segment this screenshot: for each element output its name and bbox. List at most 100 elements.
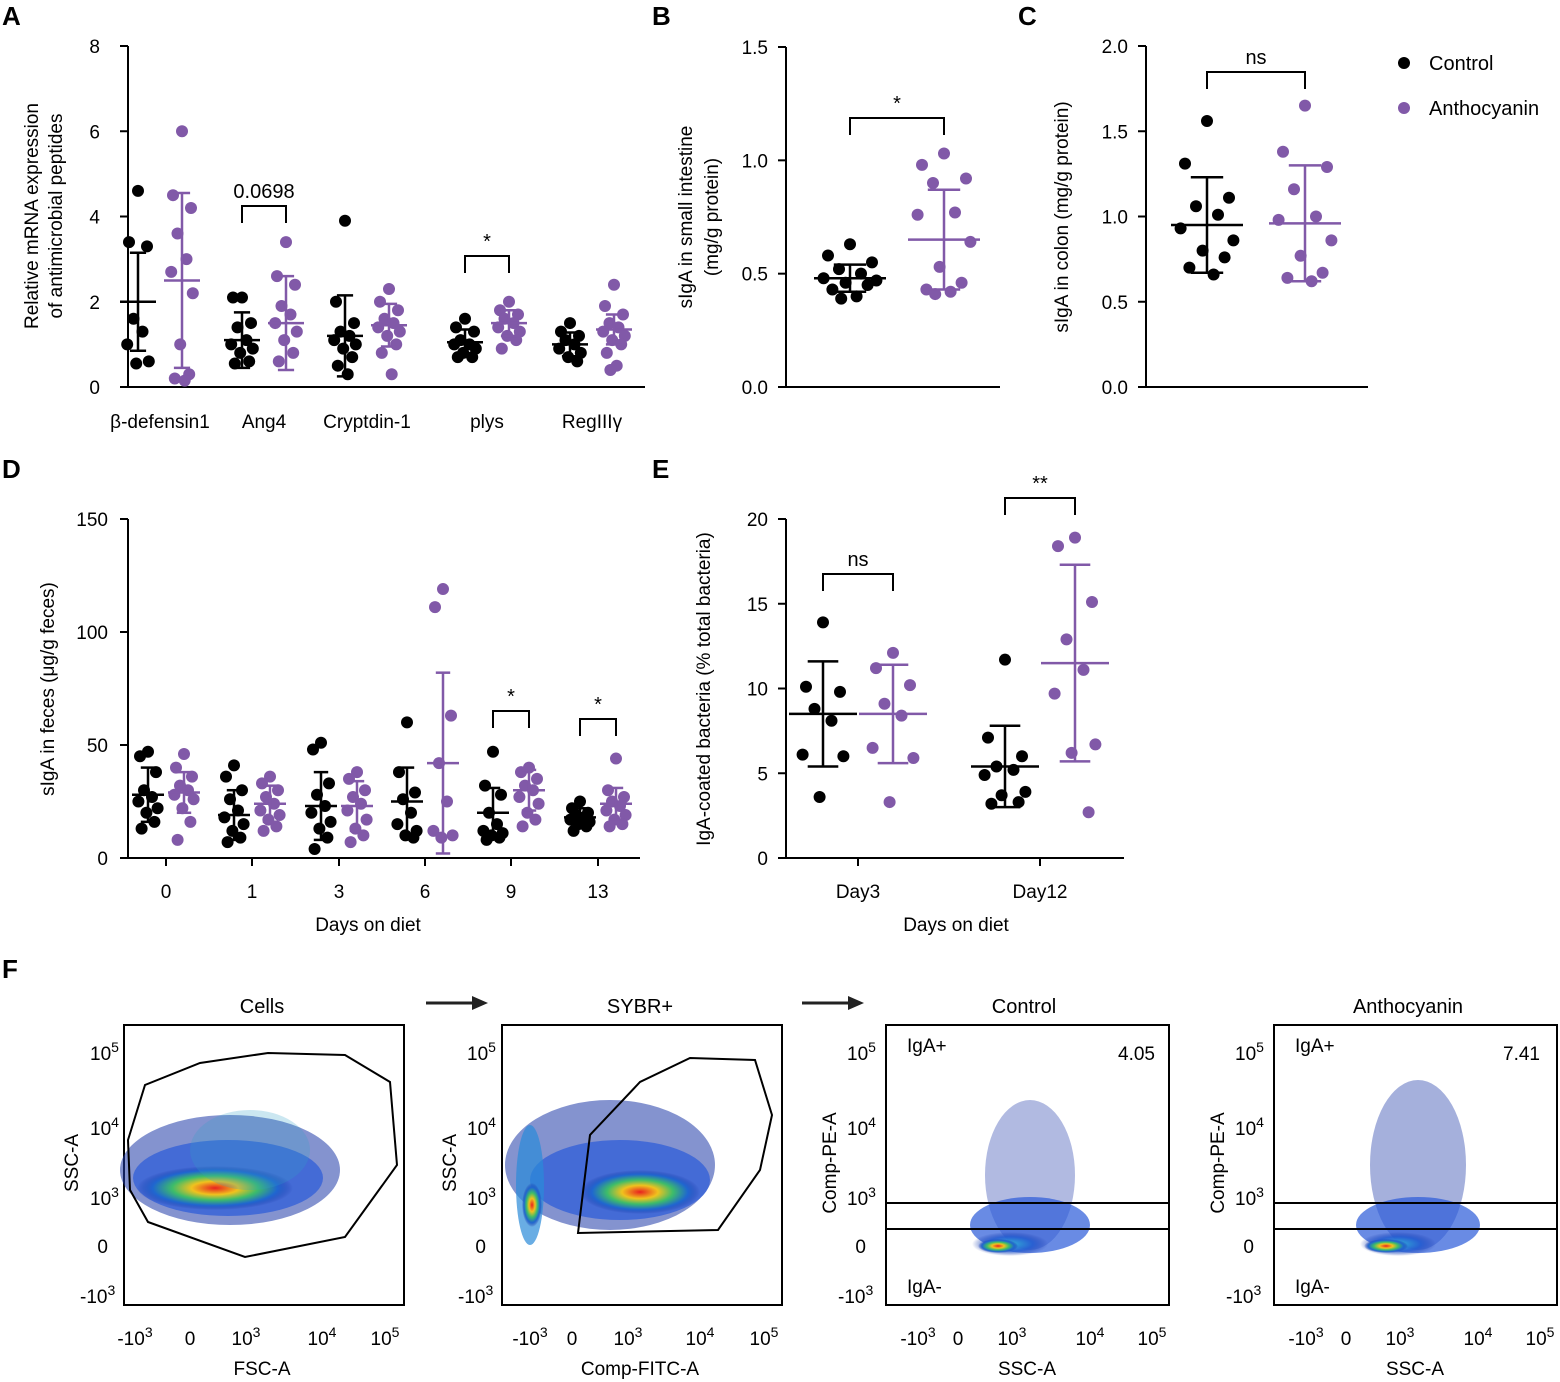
data-point xyxy=(608,278,620,291)
data-point xyxy=(448,338,461,351)
data-point xyxy=(800,680,812,693)
legend-control-label: Control xyxy=(1429,53,1493,75)
flow-frame xyxy=(1273,1024,1558,1306)
data-point xyxy=(130,357,143,370)
data-point xyxy=(140,806,153,819)
data-point xyxy=(171,833,184,846)
flow-plot-cells: Cells 105 104 103 0 -103 -103 0 103 104 … xyxy=(62,996,405,1380)
y-axis-label: (mg/g protein) xyxy=(702,158,723,276)
y-tick-label: 0.0 xyxy=(742,378,768,399)
y-tick: -103 xyxy=(458,1282,493,1308)
y-tick-label: 20 xyxy=(747,510,768,531)
x-tick: 104 xyxy=(686,1324,715,1350)
legend-anthocyanin-marker xyxy=(1398,102,1410,114)
data-point xyxy=(187,793,200,806)
y-tick: 105 xyxy=(90,1039,119,1065)
data-point xyxy=(796,748,809,761)
data-point xyxy=(916,158,928,171)
data-point xyxy=(1294,249,1307,262)
data-point xyxy=(427,824,440,837)
x-tick-label: Day12 xyxy=(1013,882,1068,903)
density-cloud xyxy=(120,1110,340,1225)
data-point xyxy=(911,208,924,221)
data-point xyxy=(866,256,878,269)
data-point xyxy=(218,811,231,824)
data-point xyxy=(599,300,611,313)
y-tick-label: 6 xyxy=(89,122,100,143)
data-point xyxy=(834,685,846,698)
data-point xyxy=(904,679,916,692)
data-point xyxy=(1212,208,1224,221)
data-point xyxy=(341,804,354,817)
y-tick-label: 8 xyxy=(89,37,100,58)
flow-title: Control xyxy=(992,996,1056,1018)
data-point xyxy=(254,804,267,817)
data-point xyxy=(245,317,257,330)
data-point xyxy=(1190,200,1202,213)
flow-frame xyxy=(885,1024,1170,1306)
data-point xyxy=(927,177,939,189)
y-tick-label: 150 xyxy=(76,510,108,531)
data-point xyxy=(375,346,388,359)
y-tick-label: 2.0 xyxy=(1102,37,1128,58)
data-point xyxy=(603,317,616,330)
data-point xyxy=(275,300,288,313)
data-point xyxy=(907,751,920,764)
x-axis-label: FSC-A xyxy=(234,1359,291,1380)
data-point xyxy=(855,267,867,280)
y-tick-label: 1.0 xyxy=(1102,208,1128,229)
significance-label: * xyxy=(893,93,901,115)
data-point xyxy=(553,342,566,355)
x-tick-label: 3 xyxy=(334,882,345,903)
data-point xyxy=(407,831,420,844)
data-point xyxy=(602,784,614,797)
y-axis-label: Comp-PE-A xyxy=(820,1112,841,1214)
data-point xyxy=(503,295,515,308)
data-point xyxy=(808,702,821,715)
x-tick: -103 xyxy=(1288,1324,1323,1350)
data-point xyxy=(1082,806,1095,819)
data-point xyxy=(328,334,341,347)
data-point xyxy=(559,334,572,347)
x-tick-label: 1 xyxy=(247,882,258,903)
data-point xyxy=(861,279,874,291)
y-tick: 104 xyxy=(90,1114,119,1140)
y-tick-label: 10 xyxy=(747,680,768,701)
data-point xyxy=(225,338,238,351)
data-point xyxy=(284,308,297,321)
data-point xyxy=(165,265,178,278)
data-point xyxy=(392,304,404,317)
data-point xyxy=(1012,796,1025,809)
chart-e: 0 5 10 15 20 IgA-coated bacteria (% total bac… xyxy=(694,473,1124,936)
data-point xyxy=(1310,210,1322,223)
data-point xyxy=(944,285,957,298)
data-point xyxy=(597,325,610,338)
data-point xyxy=(257,824,270,837)
significance-bracket xyxy=(464,255,510,273)
data-point xyxy=(170,761,182,774)
data-point xyxy=(459,312,471,325)
data-point xyxy=(1019,785,1032,798)
x-tick-label: Cryptdin-1 xyxy=(323,412,411,433)
x-axis-label: Days on diet xyxy=(903,915,1009,936)
data-point xyxy=(220,770,232,783)
data-point xyxy=(567,824,580,837)
data-point xyxy=(1060,633,1073,646)
x-tick: 0 xyxy=(953,1329,964,1350)
iga-positive-label: IgA+ xyxy=(907,1036,947,1057)
x-tick: 103 xyxy=(614,1324,643,1350)
data-point xyxy=(186,287,199,300)
y-tick-label: 0.5 xyxy=(1102,293,1128,314)
y-tick: 104 xyxy=(847,1114,876,1140)
data-point xyxy=(228,759,240,772)
y-tick-label: 0 xyxy=(757,849,768,870)
y-tick: 104 xyxy=(467,1114,496,1140)
arrow-right-icon xyxy=(802,996,864,1010)
y-axis-label: SSC-A xyxy=(440,1134,461,1192)
data-point xyxy=(378,312,391,325)
y-tick: 103 xyxy=(1235,1184,1264,1210)
arrow-right-icon xyxy=(426,996,488,1010)
y-axis-label: Relative mRNA expression xyxy=(22,103,43,329)
data-point xyxy=(334,325,347,338)
density-cloud xyxy=(505,1100,715,1245)
